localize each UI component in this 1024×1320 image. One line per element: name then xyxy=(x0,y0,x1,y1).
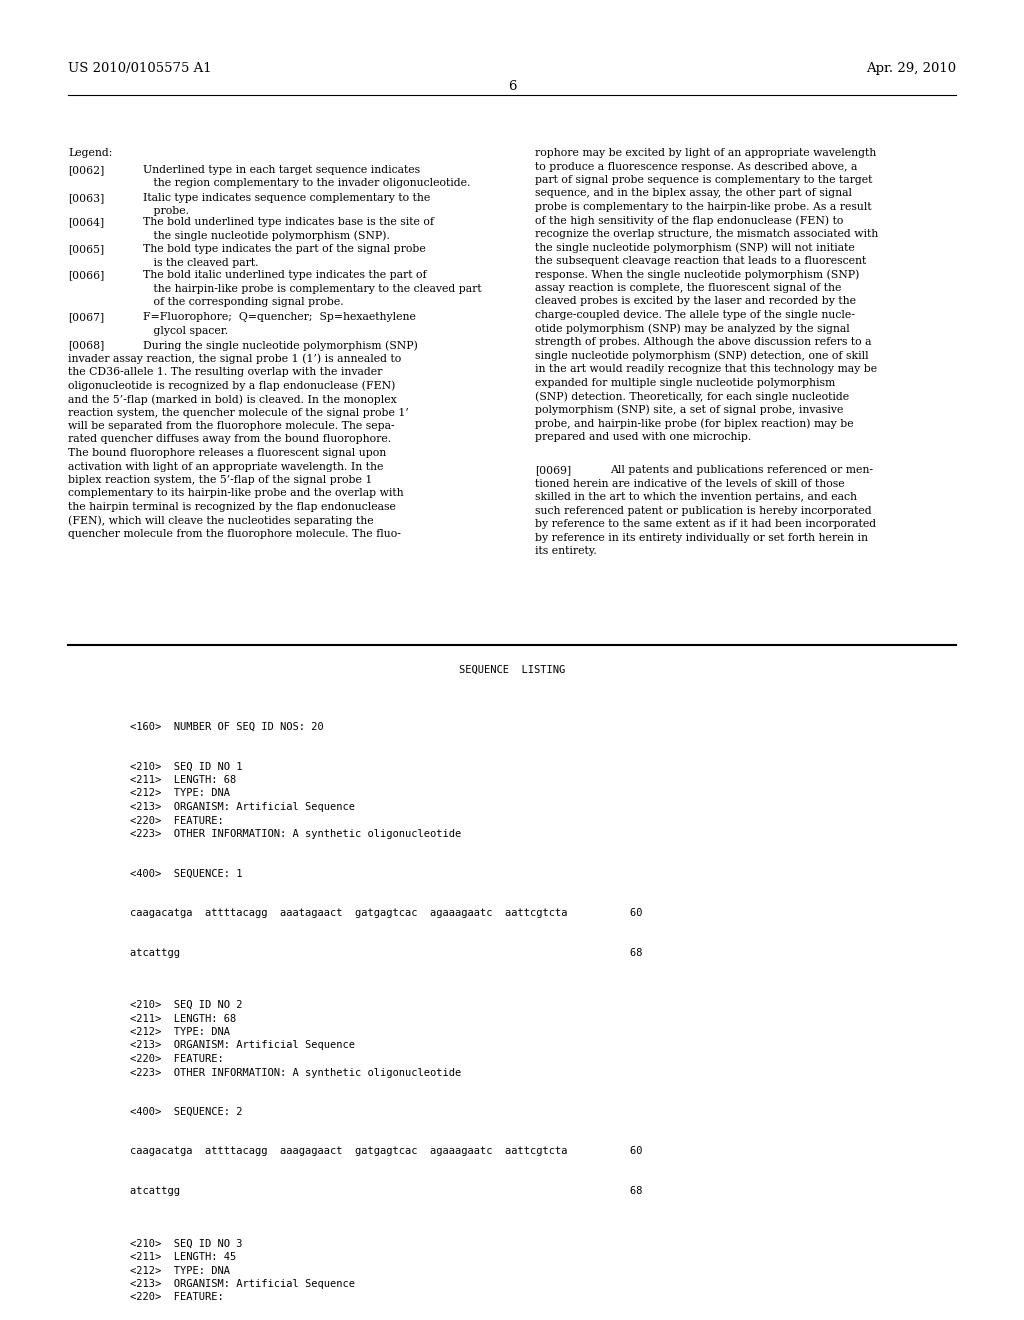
Text: sequence, and in the biplex assay, the other part of signal: sequence, and in the biplex assay, the o… xyxy=(535,189,852,198)
Text: <220>  FEATURE:: <220> FEATURE: xyxy=(130,816,224,825)
Text: invader assay reaction, the signal probe 1 (1’) is annealed to: invader assay reaction, the signal probe… xyxy=(68,354,401,364)
Text: [0063]: [0063] xyxy=(68,193,104,203)
Text: <213>  ORGANISM: Artificial Sequence: <213> ORGANISM: Artificial Sequence xyxy=(130,1279,355,1290)
Text: <213>  ORGANISM: Artificial Sequence: <213> ORGANISM: Artificial Sequence xyxy=(130,1040,355,1051)
Text: During the single nucleotide polymorphism (SNP): During the single nucleotide polymorphis… xyxy=(143,341,418,351)
Text: oligonucleotide is recognized by a flap endonuclease (FEN): oligonucleotide is recognized by a flap … xyxy=(68,380,395,391)
Text: [0066]: [0066] xyxy=(68,271,104,280)
Text: Legend:: Legend: xyxy=(68,148,113,158)
Text: skilled in the art to which the invention pertains, and each: skilled in the art to which the inventio… xyxy=(535,492,857,502)
Text: (SNP) detection. Theoretically, for each single nucleotide: (SNP) detection. Theoretically, for each… xyxy=(535,391,849,401)
Text: US 2010/0105575 A1: US 2010/0105575 A1 xyxy=(68,62,212,75)
Text: <213>  ORGANISM: Artificial Sequence: <213> ORGANISM: Artificial Sequence xyxy=(130,803,355,812)
Text: to produce a fluorescence response. As described above, a: to produce a fluorescence response. As d… xyxy=(535,161,857,172)
Text: by reference in its entirety individually or set forth herein in: by reference in its entirety individuall… xyxy=(535,533,868,543)
Text: [0069]: [0069] xyxy=(535,465,571,475)
Text: response. When the single nucleotide polymorphism (SNP): response. When the single nucleotide pol… xyxy=(535,269,859,280)
Text: [0062]: [0062] xyxy=(68,165,104,176)
Text: SEQUENCE  LISTING: SEQUENCE LISTING xyxy=(459,665,565,675)
Text: rophore may be excited by light of an appropriate wavelength: rophore may be excited by light of an ap… xyxy=(535,148,877,158)
Text: (FEN), which will cleave the nucleotides separating the: (FEN), which will cleave the nucleotides… xyxy=(68,516,374,527)
Text: probe, and hairpin-like probe (for biplex reaction) may be: probe, and hairpin-like probe (for biple… xyxy=(535,418,854,429)
Text: <400>  SEQUENCE: 1: <400> SEQUENCE: 1 xyxy=(130,869,243,879)
Text: assay reaction is complete, the fluorescent signal of the: assay reaction is complete, the fluoresc… xyxy=(535,282,842,293)
Text: <160>  NUMBER OF SEQ ID NOS: 20: <160> NUMBER OF SEQ ID NOS: 20 xyxy=(130,722,324,733)
Text: <212>  TYPE: DNA: <212> TYPE: DNA xyxy=(130,1027,230,1038)
Text: of the high sensitivity of the flap endonuclease (FEN) to: of the high sensitivity of the flap endo… xyxy=(535,215,844,226)
Text: otide polymorphism (SNP) may be analyzed by the signal: otide polymorphism (SNP) may be analyzed… xyxy=(535,323,850,334)
Text: strength of probes. Although the above discussion refers to a: strength of probes. Although the above d… xyxy=(535,337,871,347)
Text: of the corresponding signal probe.: of the corresponding signal probe. xyxy=(143,297,344,308)
Text: <212>  TYPE: DNA: <212> TYPE: DNA xyxy=(130,1266,230,1275)
Text: <211>  LENGTH: 68: <211> LENGTH: 68 xyxy=(130,1014,237,1023)
Text: <223>  OTHER INFORMATION: A synthetic oligonucleotide: <223> OTHER INFORMATION: A synthetic oli… xyxy=(130,829,461,840)
Text: in the art would readily recognize that this technology may be: in the art would readily recognize that … xyxy=(535,364,878,374)
Text: probe.: probe. xyxy=(143,206,189,216)
Text: [0067]: [0067] xyxy=(68,312,104,322)
Text: such referenced patent or publication is hereby incorporated: such referenced patent or publication is… xyxy=(535,506,871,516)
Text: All patents and publications referenced or men-: All patents and publications referenced … xyxy=(610,465,873,475)
Text: quencher molecule from the fluorophore molecule. The fluo-: quencher molecule from the fluorophore m… xyxy=(68,529,400,539)
Text: activation with light of an appropriate wavelength. In the: activation with light of an appropriate … xyxy=(68,462,383,471)
Text: <211>  LENGTH: 68: <211> LENGTH: 68 xyxy=(130,775,237,785)
Text: Italic type indicates sequence complementary to the: Italic type indicates sequence complemen… xyxy=(143,193,430,203)
Text: complementary to its hairpin-like probe and the overlap with: complementary to its hairpin-like probe … xyxy=(68,488,403,499)
Text: recognize the overlap structure, the mismatch associated with: recognize the overlap structure, the mis… xyxy=(535,228,879,239)
Text: The bold italic underlined type indicates the part of: The bold italic underlined type indicate… xyxy=(143,271,427,280)
Text: the hairpin terminal is recognized by the flap endonuclease: the hairpin terminal is recognized by th… xyxy=(68,502,396,512)
Text: will be separated from the fluorophore molecule. The sepa-: will be separated from the fluorophore m… xyxy=(68,421,394,432)
Text: <223>  OTHER INFORMATION: A synthetic oligonucleotide: <223> OTHER INFORMATION: A synthetic oli… xyxy=(130,1068,461,1077)
Text: reaction system, the quencher molecule of the signal probe 1’: reaction system, the quencher molecule o… xyxy=(68,408,409,417)
Text: biplex reaction system, the 5’-flap of the signal probe 1: biplex reaction system, the 5’-flap of t… xyxy=(68,475,373,484)
Text: probe is complementary to the hairpin-like probe. As a result: probe is complementary to the hairpin-li… xyxy=(535,202,871,213)
Text: F=Fluorophore;  Q=quencher;  Sp=hexaethylene: F=Fluorophore; Q=quencher; Sp=hexaethyle… xyxy=(143,312,416,322)
Text: rated quencher diffuses away from the bound fluorophore.: rated quencher diffuses away from the bo… xyxy=(68,434,391,445)
Text: expanded for multiple single nucleotide polymorphism: expanded for multiple single nucleotide … xyxy=(535,378,836,388)
Text: <210>  SEQ ID NO 2: <210> SEQ ID NO 2 xyxy=(130,1001,243,1010)
Text: the subsequent cleavage reaction that leads to a fluorescent: the subsequent cleavage reaction that le… xyxy=(535,256,866,267)
Text: The bold underlined type indicates base is the site of: The bold underlined type indicates base … xyxy=(143,216,434,227)
Text: <400>  SEQUENCE: 2: <400> SEQUENCE: 2 xyxy=(130,1107,243,1117)
Text: [0064]: [0064] xyxy=(68,216,104,227)
Text: atcattgg                                                                        : atcattgg xyxy=(130,948,642,957)
Text: [0068]: [0068] xyxy=(68,341,104,350)
Text: charge-coupled device. The allele type of the single nucle-: charge-coupled device. The allele type o… xyxy=(535,310,855,319)
Text: the single nucleotide polymorphism (SNP).: the single nucleotide polymorphism (SNP)… xyxy=(143,231,390,242)
Text: glycol spacer.: glycol spacer. xyxy=(143,326,228,335)
Text: its entirety.: its entirety. xyxy=(535,546,597,556)
Text: Apr. 29, 2010: Apr. 29, 2010 xyxy=(866,62,956,75)
Text: the hairpin-like probe is complementary to the cleaved part: the hairpin-like probe is complementary … xyxy=(143,284,481,293)
Text: Underlined type in each target sequence indicates: Underlined type in each target sequence … xyxy=(143,165,420,176)
Text: by reference to the same extent as if it had been incorporated: by reference to the same extent as if it… xyxy=(535,519,877,529)
Text: <211>  LENGTH: 45: <211> LENGTH: 45 xyxy=(130,1251,237,1262)
Text: is the cleaved part.: is the cleaved part. xyxy=(143,257,258,268)
Text: caagacatga  attttacagg  aaatagaact  gatgagtcac  agaaagaatc  aattcgtcta          : caagacatga attttacagg aaatagaact gatgagt… xyxy=(130,908,642,917)
Text: prepared and used with one microchip.: prepared and used with one microchip. xyxy=(535,432,752,441)
Text: the single nucleotide polymorphism (SNP) will not initiate: the single nucleotide polymorphism (SNP)… xyxy=(535,243,855,253)
Text: cleaved probes is excited by the laser and recorded by the: cleaved probes is excited by the laser a… xyxy=(535,297,856,306)
Text: caagacatga  attttacagg  aaagagaact  gatgagtcac  agaaagaatc  aattcgtcta          : caagacatga attttacagg aaagagaact gatgagt… xyxy=(130,1147,642,1156)
Text: The bound fluorophore releases a fluorescent signal upon: The bound fluorophore releases a fluores… xyxy=(68,447,386,458)
Text: the region complementary to the invader oligonucleotide.: the region complementary to the invader … xyxy=(143,178,470,189)
Text: <220>  FEATURE:: <220> FEATURE: xyxy=(130,1053,224,1064)
Text: <210>  SEQ ID NO 3: <210> SEQ ID NO 3 xyxy=(130,1238,243,1249)
Text: part of signal probe sequence is complementary to the target: part of signal probe sequence is complem… xyxy=(535,176,872,185)
Text: The bold type indicates the part of the signal probe: The bold type indicates the part of the … xyxy=(143,244,426,253)
Text: <220>  FEATURE:: <220> FEATURE: xyxy=(130,1292,224,1303)
Text: <210>  SEQ ID NO 1: <210> SEQ ID NO 1 xyxy=(130,762,243,771)
Text: single nucleotide polymorphism (SNP) detection, one of skill: single nucleotide polymorphism (SNP) det… xyxy=(535,351,868,362)
Text: tioned herein are indicative of the levels of skill of those: tioned herein are indicative of the leve… xyxy=(535,479,845,488)
Text: atcattgg                                                                        : atcattgg xyxy=(130,1185,642,1196)
Text: and the 5’-flap (marked in bold) is cleaved. In the monoplex: and the 5’-flap (marked in bold) is clea… xyxy=(68,393,396,404)
Text: polymorphism (SNP) site, a set of signal probe, invasive: polymorphism (SNP) site, a set of signal… xyxy=(535,404,844,414)
Text: 6: 6 xyxy=(508,81,516,92)
Text: <212>  TYPE: DNA: <212> TYPE: DNA xyxy=(130,788,230,799)
Text: [0065]: [0065] xyxy=(68,244,104,253)
Text: the CD36-allele 1. The resulting overlap with the invader: the CD36-allele 1. The resulting overlap… xyxy=(68,367,382,378)
